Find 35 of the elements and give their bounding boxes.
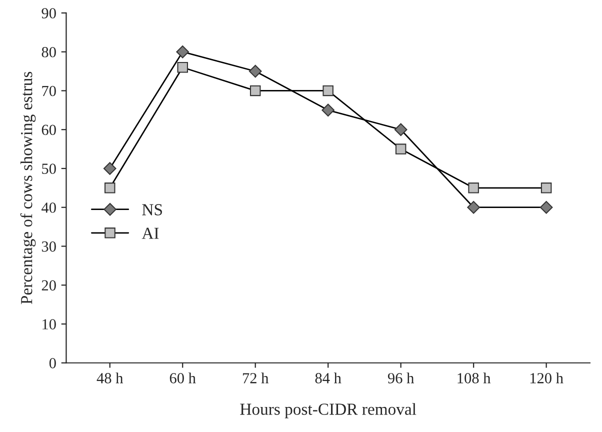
y-tick-label: 60 — [42, 124, 56, 136]
point — [540, 200, 553, 214]
point — [468, 182, 479, 194]
point — [467, 200, 480, 214]
point — [177, 62, 188, 73]
legend-label: NS — [142, 204, 162, 216]
point — [395, 144, 406, 154]
point — [540, 182, 552, 194]
y-tick-label: 20 — [42, 280, 56, 291]
point — [322, 85, 334, 96]
x-tick-label: 96 h — [388, 372, 414, 384]
y-tick-label: 0 — [49, 358, 56, 368]
y-tick-label: 80 — [42, 46, 56, 58]
x-tick-label: 48 h — [96, 372, 124, 384]
y-tick-label: 10 — [42, 319, 56, 330]
x-tick-label: 108 h — [458, 372, 491, 384]
y-axis-title: Percentage of cows showing estrus — [20, 72, 36, 304]
point — [103, 162, 116, 175]
y-tick-label: 40 — [42, 202, 56, 213]
point — [250, 85, 261, 96]
point — [394, 123, 408, 136]
y-tick-label: 50 — [42, 164, 56, 174]
legend-label: AI — [142, 228, 159, 239]
x-tick-label: 84 h — [315, 372, 342, 384]
point — [176, 45, 190, 58]
y-tick-label: 30 — [42, 241, 56, 252]
point — [104, 182, 116, 194]
point — [322, 104, 335, 117]
x-axis-title: Hours post-CIDR removal — [240, 403, 416, 418]
x-tick-label: 60 h — [170, 372, 196, 384]
x-tick-label: 120 h — [530, 372, 564, 384]
x-tick-label: 72 h — [242, 372, 269, 384]
y-tick-label: 70 — [42, 86, 56, 96]
y-tick-label: 90 — [42, 8, 56, 18]
point — [248, 64, 262, 78]
